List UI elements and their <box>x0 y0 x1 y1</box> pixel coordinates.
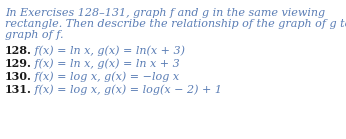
Text: f(x) = log x, g(x) = −log x: f(x) = log x, g(x) = −log x <box>31 71 179 82</box>
Text: 130.: 130. <box>5 71 32 82</box>
Text: In Exercises 128–131, graph f and g in the same viewing: In Exercises 128–131, graph f and g in t… <box>5 8 325 18</box>
Text: f(x) = ln x, g(x) = ln(x + 3): f(x) = ln x, g(x) = ln(x + 3) <box>31 45 185 56</box>
Text: f(x) = log x, g(x) = log(x − 2) + 1: f(x) = log x, g(x) = log(x − 2) + 1 <box>31 84 222 95</box>
Text: 129.: 129. <box>5 58 32 69</box>
Text: 131.: 131. <box>5 84 32 95</box>
Text: rectangle. Then describe the relationship of the graph of g to the: rectangle. Then describe the relationshi… <box>5 19 346 29</box>
Text: f(x) = ln x, g(x) = ln x + 3: f(x) = ln x, g(x) = ln x + 3 <box>31 58 180 69</box>
Text: 128.: 128. <box>5 45 32 56</box>
Text: graph of f.: graph of f. <box>5 30 64 40</box>
